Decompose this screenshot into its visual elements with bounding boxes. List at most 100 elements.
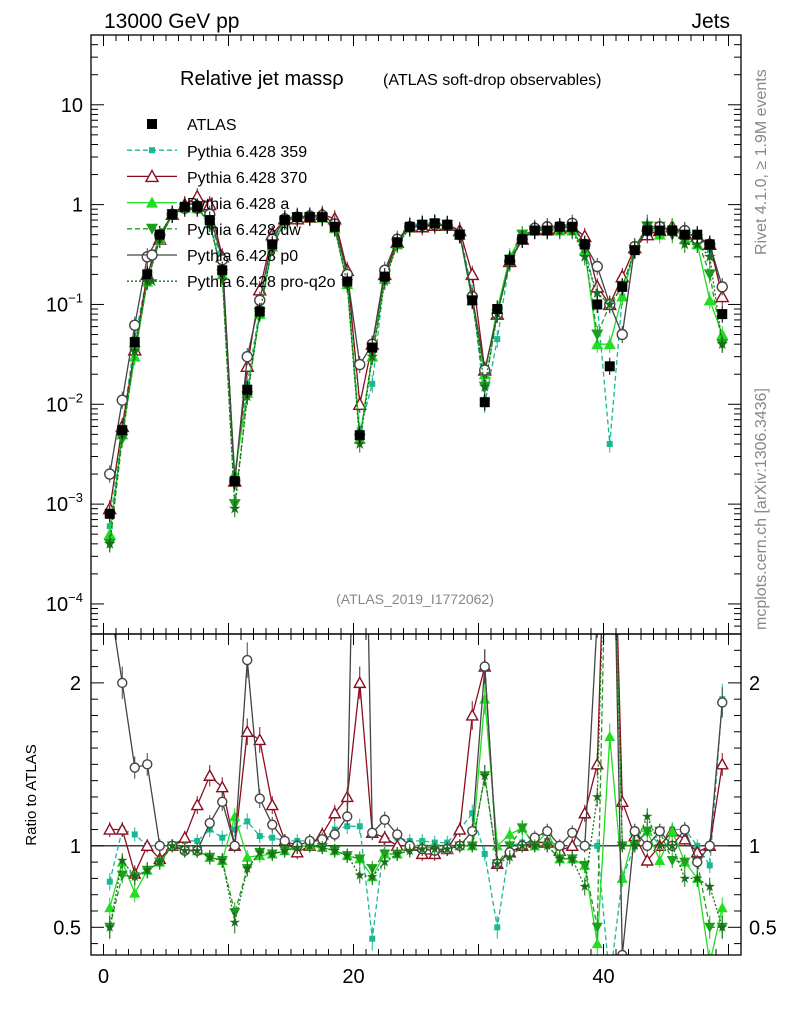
ratio-point-pythia-6-428-370-12	[253, 732, 267, 746]
y-tick-label-exp--4: −4	[68, 590, 83, 605]
ratio-point-pythia-6-428-a-45	[666, 825, 678, 836]
legend-symbol-pythia-6-428-p0	[146, 249, 158, 261]
legend-marker-pro-q2o	[127, 275, 177, 287]
ratio-point-pythia-6-428-p0-1	[117, 677, 128, 689]
point-atlas-2	[129, 337, 140, 348]
point-atlas-13	[267, 239, 278, 250]
ratio-point-pythia-6-428-dw-20	[354, 854, 366, 865]
point-atlas-39	[592, 299, 603, 310]
point-pythia-6-428-p0-41	[616, 328, 628, 341]
ratio-point-pythia-6-428-p0-9	[217, 796, 228, 808]
line-pythia-6-428-359	[109, 204, 723, 527]
ratio-point-pythia-6-428-pro-q2o-18	[329, 845, 340, 856]
ratio-point-pythia-6-428-pro-q2o-8	[204, 851, 215, 862]
ratio-point-pythia-6-428-370-13	[265, 798, 279, 811]
point-pythia-6-428-370-11	[240, 358, 255, 373]
series-atlas	[104, 198, 728, 523]
ratio-point-pythia-6-428-pro-q2o-28	[454, 840, 465, 851]
legend: ATLAS Pythia 6.428 359 Pythia 6.428 370 …	[127, 117, 336, 291]
y-tick-label-base--2: 10	[46, 394, 68, 416]
side-label-bottom: mcplots.cern.ch [arXiv:1306.3436]	[753, 388, 770, 630]
ratio-point-pythia-6-428-p0-39	[593, 613, 602, 622]
ratio-point-pythia-6-428-p0-12	[254, 793, 265, 804]
ratio-point-pythia-6-428-p0-29	[467, 825, 478, 837]
ratio-point-pythia-6-428-pro-q2o-20	[354, 869, 365, 880]
ratio-point-pythia-6-428-a-39	[591, 938, 603, 949]
point-pythia-6-428-p0-39	[591, 260, 603, 273]
ratio-point-pythia-6-428-dw-38	[579, 860, 591, 871]
ratio-point-pythia-6-428-a-30	[479, 693, 491, 704]
ratio-point-pythia-6-428-pro-q2o-16	[304, 840, 315, 851]
legend-entry-359: Pythia 6.428 359	[127, 144, 307, 161]
ratio-point-pythia-6-428-pro-q2o-48	[704, 881, 715, 891]
point-atlas-32	[504, 254, 515, 265]
ratio-point-pythia-6-428-pro-q2o-32	[504, 851, 515, 862]
legend-entry-pro-q2o: Pythia 6.428 pro-q2o	[127, 274, 336, 291]
ratio-point-pythia-6-428-pro-q2o-46	[679, 872, 690, 883]
point-atlas-7	[192, 201, 203, 212]
y-tick-label-base--1: 10	[46, 294, 68, 316]
ratio-point-pythia-6-428-370-0	[103, 822, 117, 835]
point-atlas-48	[704, 239, 715, 250]
ratio-point-pythia-6-428-p0-21	[367, 827, 378, 838]
point-atlas-8	[204, 215, 215, 226]
point-pythia-6-428-pro-q2o-47	[691, 238, 703, 250]
ratio-point-pythia-6-428-pro-q2o-26	[429, 843, 440, 854]
y-tick-label-exp--1: −1	[68, 290, 83, 305]
ratio-point-pythia-6-428-p0-19	[342, 811, 353, 822]
ratio-point-pythia-6-428-pro-q2o-0	[104, 921, 115, 932]
point-pythia-6-428-p0-49	[716, 281, 728, 293]
point-atlas-44	[654, 225, 665, 236]
point-atlas-0	[104, 508, 115, 519]
point-atlas-38	[579, 239, 590, 250]
ratio-point-pythia-6-428-359-29	[469, 810, 476, 817]
main-panel	[102, 188, 730, 553]
point-pythia-6-428-359-21	[369, 380, 376, 387]
point-atlas-1	[117, 425, 128, 436]
point-atlas-33	[517, 234, 528, 245]
y-tick-label-base--3: 10	[46, 494, 68, 516]
ratio-point-pythia-6-428-370-41	[615, 794, 629, 808]
ratio-point-pythia-6-428-pro-q2o-49	[717, 921, 728, 932]
point-pythia-6-428-dw-48	[703, 269, 716, 281]
legend-marker-370	[127, 168, 177, 183]
ratio-point-pythia-6-428-p0-11	[242, 654, 253, 666]
ratio-point-pythia-6-428-pro-q2o-12	[254, 846, 265, 857]
ratio-point-pythia-6-428-pro-q2o-37	[567, 853, 578, 864]
point-atlas-4	[154, 229, 165, 240]
legend-label-atlas: ATLAS	[187, 117, 237, 134]
ratio-point-pythia-6-428-359-7	[194, 837, 201, 844]
y-tick-label--3: 10−3	[46, 490, 83, 516]
legend-symbol-pythia-6-428-a	[146, 196, 158, 208]
point-atlas-41	[617, 281, 628, 292]
r-tick-label-left-0.5: 0.5	[53, 917, 81, 939]
point-pythia-6-428-a-48	[703, 294, 716, 306]
point-atlas-24	[404, 221, 415, 232]
point-atlas-3	[142, 269, 153, 280]
point-atlas-29	[467, 295, 478, 306]
series-pythia-6-428-p0	[104, 199, 728, 490]
y-tick-label-exp--3: −3	[68, 490, 83, 505]
ratio-y-label: Ratio to ATLAS	[23, 744, 40, 845]
ratio-point-pythia-6-428-pro-q2o-3	[142, 864, 153, 875]
legend-label-pro-q2o: Pythia 6.428 pro-q2o	[187, 274, 336, 291]
header-left: 13000 GeV pp	[104, 10, 239, 33]
ratio-point-pythia-6-428-359-13	[269, 834, 276, 841]
ratio-point-pythia-6-428-359-10	[231, 826, 238, 833]
ratio-point-pythia-6-428-p0-40	[605, 320, 614, 329]
ratio-point-pythia-6-428-pro-q2o-43	[642, 811, 653, 821]
ratio-point-pythia-6-428-dw-39	[591, 922, 603, 933]
ratio-point-pythia-6-428-pro-q2o-10	[229, 916, 240, 927]
legend-entry-dw: Pythia 6.428 dw	[127, 222, 301, 239]
point-pythia-6-428-pro-q2o-30	[479, 380, 491, 392]
ratio-panel	[91, 320, 741, 955]
point-atlas-16	[304, 212, 315, 223]
ratio-point-pythia-6-428-pro-q2o-41	[617, 840, 628, 851]
line-pythia-6-428-pro-q2o	[109, 207, 723, 544]
point-atlas-18	[329, 221, 340, 232]
point-atlas-45	[667, 225, 678, 236]
ratio-point-pythia-6-428-370-7	[190, 798, 204, 811]
ratio-point-pythia-6-428-359-48	[706, 862, 713, 869]
point-pythia-6-428-370-29	[465, 266, 480, 281]
